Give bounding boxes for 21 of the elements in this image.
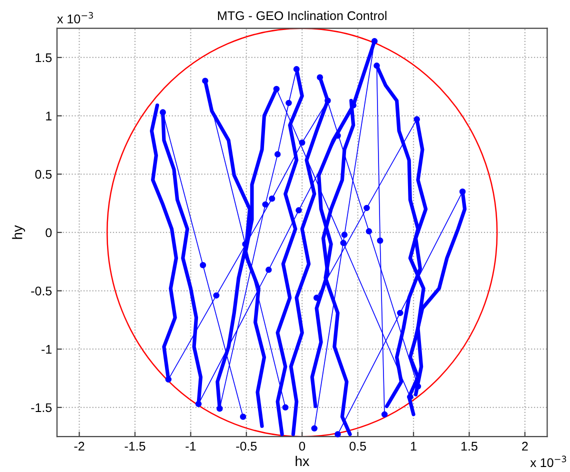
x-axis-title: hx	[296, 456, 310, 466]
y-tick-label: 0	[46, 228, 52, 238]
x-tick-label: 2	[522, 442, 528, 451]
y-tick-label: -1.5	[31, 403, 52, 412]
text: x 10$^{−3}$	[57, 12, 93, 24]
text: x 10$^{−3}$	[530, 456, 566, 468]
y-tick-label: 1.5	[36, 53, 52, 62]
y-axis-title: hy	[12, 225, 26, 239]
x-tick-label: 1	[410, 442, 416, 451]
x-tick-label: -0.5	[236, 442, 257, 451]
x-tick-label: 0	[299, 442, 306, 451]
y-tick-label: -1	[42, 345, 52, 354]
x-tick-label: -2	[74, 442, 84, 451]
x-tick-label: -1	[186, 442, 196, 451]
y-tick-label: 0.5	[35, 170, 52, 179]
x-tick-label: -1.5	[124, 442, 146, 451]
chart-title: MTG - GEO Inclination Control	[218, 10, 386, 20]
x-tick-label: 0.5	[350, 442, 366, 451]
y-tick-label: 1	[46, 112, 52, 120]
x-tick-label: 1.5	[461, 442, 478, 451]
y-tick-label: -0.5	[31, 286, 52, 296]
